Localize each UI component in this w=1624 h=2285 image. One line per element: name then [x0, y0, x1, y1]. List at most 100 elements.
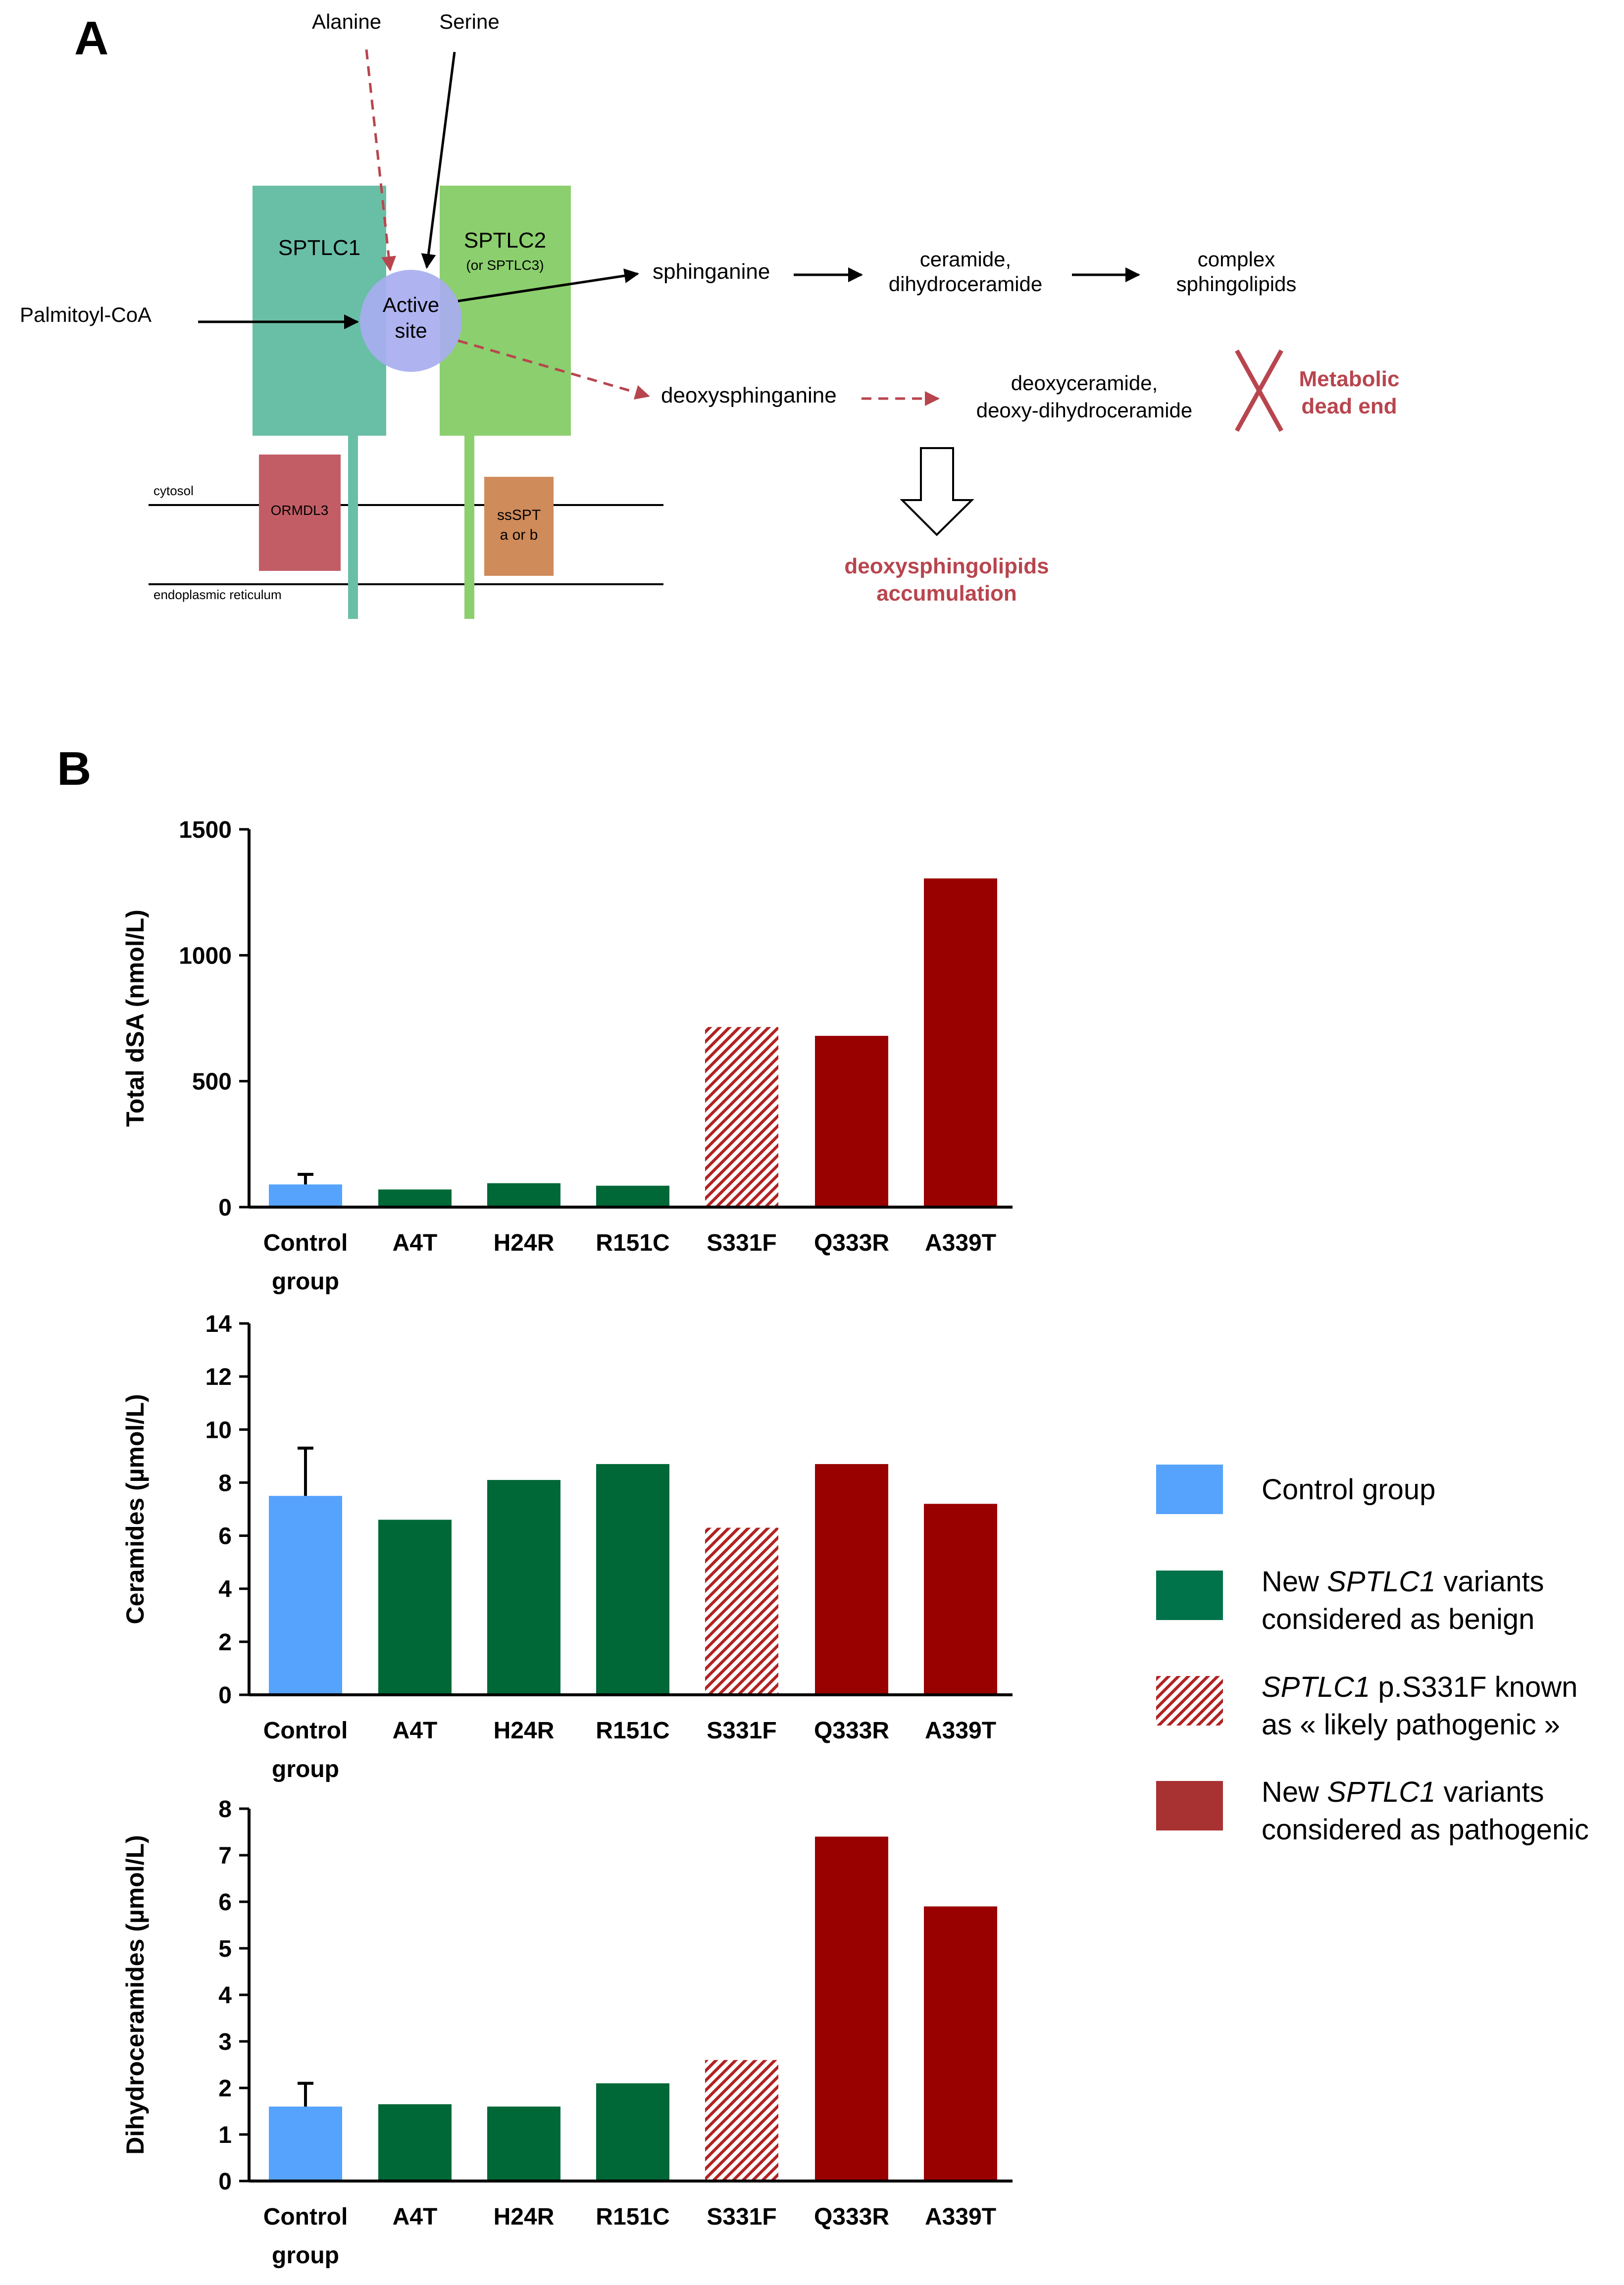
- y-tick-label: 8: [218, 1470, 232, 1496]
- dihydroceramide-label: dihydroceramide: [889, 272, 1043, 296]
- x-tick-label: group: [272, 2242, 339, 2269]
- bar-control-group: [269, 1184, 342, 1207]
- x-tick-label: R151C: [596, 1718, 669, 1744]
- legend-item-pathogenic: New SPTLC1 variants considered as pathoge…: [1156, 1776, 1589, 1846]
- bar-q333r: [815, 1036, 888, 1207]
- legend-label: considered as pathogenic: [1262, 1814, 1589, 1846]
- legend-swatch: [1156, 1781, 1223, 1830]
- ceramide-label: ceramide,: [920, 248, 1011, 271]
- y-tick-label: 2: [218, 1629, 232, 1656]
- bar-r151c: [596, 1464, 669, 1695]
- y-tick-label: 7: [218, 1843, 232, 1869]
- accumulation-arrow-icon: [900, 447, 974, 536]
- sphinganine-arrow: [457, 268, 639, 303]
- legend-label: SPTLC1 p.S331F known: [1262, 1671, 1577, 1703]
- x-tick-label: A4T: [393, 2204, 438, 2230]
- deoxysphinganine-label: deoxysphinganine: [661, 383, 837, 407]
- sptlc1-anchor: [348, 436, 358, 619]
- panel-a-label: A: [74, 12, 108, 65]
- palmitoyl-coa-label: Palmitoyl-CoA: [20, 303, 152, 326]
- ormdl3-box: [259, 455, 341, 571]
- legend-item-benign: New SPTLC1 variants considered as benign: [1156, 1566, 1544, 1635]
- complex-label: complex: [1198, 248, 1275, 271]
- bar-s331f: [705, 2060, 778, 2181]
- y-tick-label: 0: [218, 1682, 232, 1709]
- bar-control-group: [269, 2106, 342, 2181]
- bar-s331f: [705, 1027, 778, 1207]
- sptlc1-label: SPTLC1: [278, 236, 360, 260]
- x-tick-label: group: [272, 1269, 339, 1295]
- x-tick-label: Q333R: [814, 2204, 889, 2230]
- x-tick-label: H24R: [494, 2204, 555, 2230]
- ormdl3-label: ORMDL3: [271, 503, 329, 518]
- accumulation-label: deoxysphingolipids: [844, 554, 1049, 578]
- bar-a4t: [378, 1189, 452, 1207]
- sptlc2-note: (or SPTLC3): [466, 257, 544, 273]
- x-tick-label: Q333R: [814, 1230, 889, 1256]
- panel-a: A cytosol endoplasmic reticulum SPTLC1 S…: [20, 10, 1399, 619]
- x-tick-label: A4T: [393, 1230, 438, 1256]
- ssspt-subunit: a or b: [500, 527, 538, 543]
- legend-swatch: [1156, 1676, 1223, 1726]
- x-tick-label: group: [272, 1756, 339, 1782]
- alanine-label: Alanine: [312, 10, 381, 33]
- active-site-label-2: site: [395, 319, 427, 342]
- legend-label: New SPTLC1 variants: [1262, 1776, 1544, 1808]
- er-label: endoplasmic reticulum: [153, 587, 282, 602]
- bar-a4t: [378, 2104, 452, 2181]
- dead-end-label-2: dead end: [1301, 394, 1397, 418]
- x-tick-label: S331F: [707, 2204, 776, 2230]
- x-tick-label: H24R: [494, 1230, 555, 1256]
- sptlc2-label: SPTLC2: [464, 228, 546, 253]
- y-tick-label: 1: [218, 2122, 232, 2148]
- y-axis-title: Total dSA (nmol/L): [121, 910, 149, 1127]
- bar-a339t: [924, 1906, 997, 2181]
- bar-q333r: [815, 1464, 888, 1695]
- bar-s331f: [705, 1527, 778, 1695]
- legend-swatch: [1156, 1465, 1223, 1514]
- y-axis-title: Ceramides (µmol/L): [121, 1394, 149, 1624]
- bar-a339t: [924, 1504, 997, 1695]
- y-tick-label: 4: [218, 1982, 232, 2009]
- legend: Control group New SPTLC1 variants consider…: [1156, 1465, 1589, 1846]
- legend-item-control: Control group: [1156, 1465, 1435, 1514]
- bar-r151c: [596, 2083, 669, 2181]
- chart-2: 0 2 4 6 8 10 12 14 Control group A4T H24R R151C S331F…: [121, 1311, 1013, 1782]
- x-tick-label: S331F: [707, 1230, 776, 1256]
- y-tick-label: 3: [218, 2029, 232, 2055]
- legend-label: New SPTLC1 variants: [1262, 1566, 1544, 1598]
- chart-1: 0 500 1000 1500 Control group A4T H24R R151C S331…: [121, 817, 1013, 1295]
- legend-item-likely: SPTLC1 p.S331F known as « likely pathogen…: [1156, 1671, 1577, 1741]
- legend-label: as « likely pathogenic »: [1262, 1709, 1560, 1741]
- bar-r151c: [596, 1185, 669, 1207]
- chart-3: 0 1 2 3 4 5 6 7 8 Control group A4T H24R R151C S331F Q3…: [121, 1796, 1013, 2269]
- deoxy-dihydroceramide-label: deoxy-dihydroceramide: [976, 399, 1193, 422]
- sphingolipids-label: sphingolipids: [1176, 272, 1297, 296]
- y-tick-label: 500: [192, 1069, 232, 1095]
- dead-end-x-icon-stroke: [1235, 349, 1283, 432]
- deoxyceramide-label: deoxyceramide,: [1011, 371, 1158, 395]
- serine-label: Serine: [439, 10, 499, 33]
- ssspt-label: ssSPT: [497, 507, 541, 523]
- dead-end-label: Metabolic: [1299, 367, 1400, 391]
- y-tick-label: 8: [218, 1796, 232, 1823]
- bar-a339t: [924, 878, 997, 1207]
- x-tick-label: A339T: [925, 1718, 996, 1744]
- x-tick-label: Control: [263, 1718, 348, 1744]
- x-tick-label: Control: [263, 2204, 348, 2230]
- bar-h24r: [487, 1183, 560, 1207]
- bar-q333r: [815, 1836, 888, 2181]
- x-tick-label: S331F: [707, 1718, 776, 1744]
- y-tick-label: 0: [218, 1195, 232, 1221]
- sphinganine-label: sphinganine: [653, 259, 770, 284]
- legend-label: considered as benign: [1262, 1603, 1534, 1635]
- x-tick-label: A339T: [925, 2204, 996, 2230]
- panel-b-label: B: [57, 742, 91, 795]
- x-tick-label: Q333R: [814, 1718, 889, 1744]
- bar-h24r: [487, 2106, 560, 2181]
- x-tick-label: R151C: [596, 1230, 669, 1256]
- bar-control-group: [269, 1496, 342, 1695]
- y-tick-label: 1500: [179, 817, 232, 843]
- y-tick-label: 2: [218, 2076, 232, 2102]
